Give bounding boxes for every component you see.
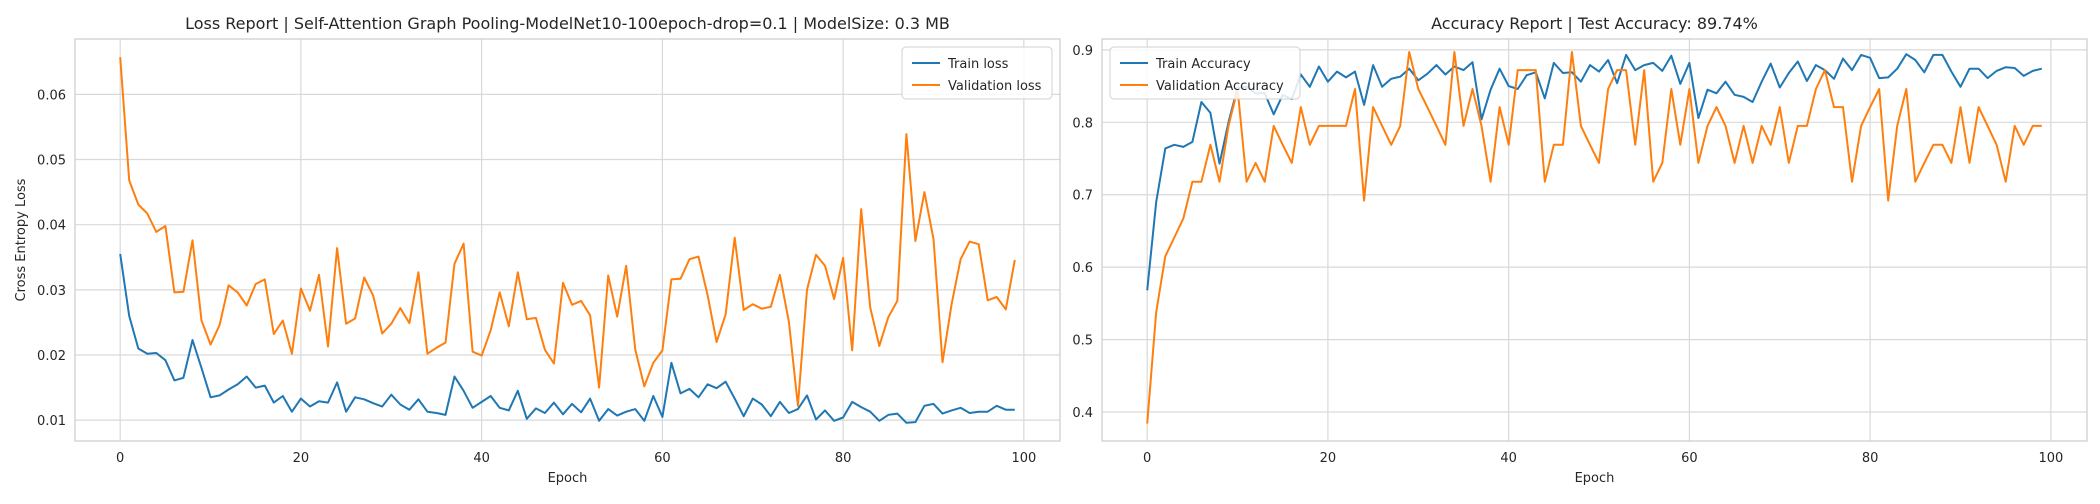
x-axis-label: Epoch [548,471,588,486]
x-tick-label: 80 [835,451,852,466]
x-tick-label: 40 [473,451,490,466]
legend-label-1: Train Accuracy [1155,57,1251,72]
series-line-2 [119,57,1016,407]
y-tick-label: 0.4 [1072,406,1093,421]
x-axis-label: Epoch [1575,471,1615,486]
legend-label-1: Train loss [947,57,1009,72]
y-tick-label: 0.8 [1072,116,1093,131]
x-tick-label: 60 [654,451,671,466]
y-tick-label: 0.02 [37,349,66,364]
chart-title: Accuracy Report | Test Accuracy: 89.74% [1431,14,1758,33]
legend-box [1109,46,1301,100]
legend: Train loss Validation loss [901,46,1053,100]
plot-background [75,39,1060,441]
x-tick-label: 0 [116,451,124,466]
plot-frame [74,38,1061,442]
y-tick-label: 0.06 [37,88,66,103]
y-tick-label: 0.04 [37,219,66,234]
y-axis-label: Cross Entropy Loss [14,178,29,301]
legend: Train Accuracy Validation Accuracy [1109,46,1301,100]
series-line-2 [1146,51,2042,424]
y-tick-label: 0.03 [37,284,66,299]
x-tick-label: 100 [1011,451,1036,466]
chart-title: Loss Report | Self-Attention Graph Pooli… [185,14,950,33]
y-tick-label: 0.5 [1072,334,1093,349]
x-tick-label: 60 [1681,451,1698,466]
plot-background [1102,39,2087,441]
plot-frame [1101,38,2088,442]
x-tick-label: 100 [2038,451,2063,466]
y-tick-label: 0.7 [1072,189,1093,204]
x-tick-label: 40 [1500,451,1517,466]
legend-label-2: Validation loss [948,79,1042,94]
chart-panel-1: 0 20 40 60 80 100 0.01 0.02 0.03 0.04 0.05 0.06 Loss… [14,14,1061,486]
y-tick-label: 0.01 [37,414,66,429]
x-tick-label: 20 [1320,451,1337,466]
chart-panel-2: 0 20 40 60 80 100 0.4 0.5 0.6 0.7 0.8 0.9 Accuracy R… [1072,14,2088,486]
series-line-1 [119,253,1015,424]
y-tick-label: 0.9 [1072,44,1093,59]
legend-label-2: Validation Accuracy [1156,79,1284,94]
x-tick-label: 0 [1143,451,1151,466]
y-tick-label: 0.6 [1072,261,1093,276]
y-tick-label: 0.05 [37,154,66,169]
x-tick-label: 80 [1862,451,1879,466]
x-tick-label: 20 [293,451,310,466]
